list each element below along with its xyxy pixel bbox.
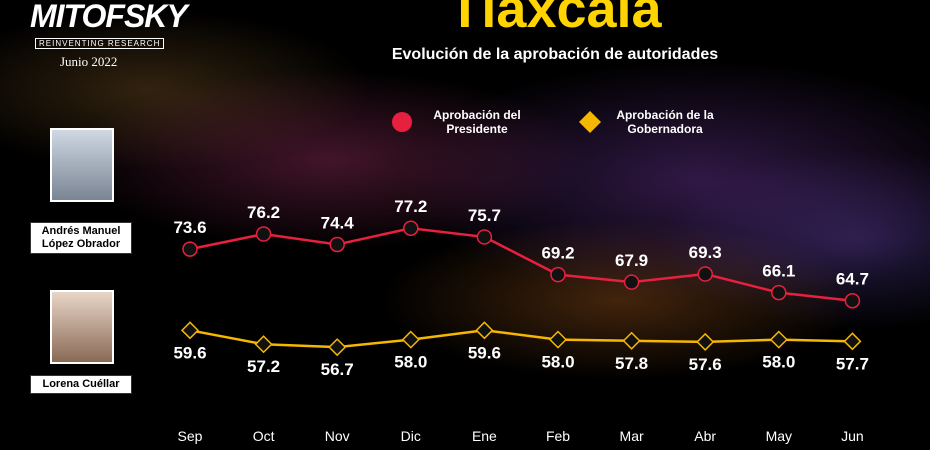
point [548,330,568,349]
data-label: 59.6 [173,343,206,362]
point [844,292,861,309]
data-label: 67.9 [615,251,648,270]
data-label: 58.0 [762,353,795,372]
point [182,241,198,257]
x-tick-label: Mar [620,428,644,444]
point [180,321,200,340]
point [697,266,713,282]
data-label: 57.2 [247,357,280,376]
point [550,266,566,283]
brand-name: MITOFSKY [30,0,188,34]
person-label: Lorena Cuéllar [30,375,132,394]
data-label: 73.6 [173,218,206,237]
x-tick-label: Sep [178,428,203,444]
data-label: 64.7 [836,270,869,289]
data-label: 57.8 [615,354,648,373]
point [401,330,420,349]
data-label: 66.1 [762,262,795,281]
legend-label: Aprobación de la Gobernadora [616,108,714,136]
point [403,220,419,236]
x-tick-label: Ene [472,428,497,444]
x-tick-label: May [766,428,792,444]
point [328,338,347,357]
series-line [189,329,853,349]
data-label: 58.0 [541,353,574,372]
chart-subtitle: Evolución de la aprobación de autoridade… [391,46,719,63]
brand-date: Junio 2022 [60,54,118,69]
data-label: 58.0 [394,353,427,372]
point [476,229,493,245]
point [622,331,641,350]
x-tick-label: Dic [401,428,421,444]
photo-president [50,128,114,202]
data-label: 77.2 [394,197,427,216]
point [475,321,494,340]
point [843,332,862,351]
point [623,274,640,290]
point [769,330,788,349]
data-label: 59.6 [468,343,501,362]
point [696,332,715,351]
data-label: 57.6 [689,355,722,374]
x-tick-label: Oct [253,428,275,444]
x-tick-label: Nov [325,428,350,444]
legend-marker [392,112,412,132]
point [255,226,272,242]
data-label: 76.2 [247,203,280,222]
photo-governor [50,290,114,364]
x-tick-label: Jun [841,428,864,444]
point [254,335,273,354]
brand-tagline: REINVENTING RESEARCH [35,38,165,49]
data-label: 69.2 [541,244,574,263]
data-label: 69.3 [689,243,722,262]
data-label: 57.7 [836,354,869,373]
point [771,284,787,301]
data-label: 56.7 [321,360,354,379]
person-label: Andrés Manuel López Obrador [30,222,132,254]
data-label: 74.4 [321,213,355,232]
legend-marker [579,111,601,133]
x-tick-label: Abr [694,428,716,444]
point [329,236,345,253]
series-line [189,226,853,302]
legend-label: Aprobación del Presidente [433,108,521,136]
data-label: 75.7 [468,206,501,225]
chart-title: Tlaxcala [448,0,662,39]
x-tick-label: Feb [546,428,570,444]
